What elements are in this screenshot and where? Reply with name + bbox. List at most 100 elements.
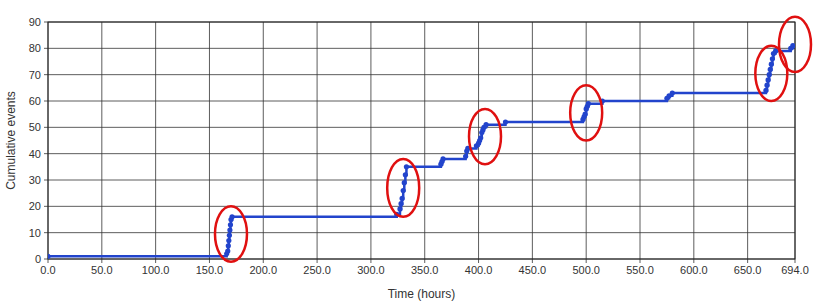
highlight-ellipse (469, 109, 501, 164)
data-point (586, 101, 591, 106)
y-tick (44, 153, 48, 154)
y-tick (44, 74, 48, 75)
data-point (225, 249, 230, 254)
x-grid-line (209, 22, 210, 259)
x-tick (532, 259, 533, 263)
x-tick-label: 100.0 (142, 264, 170, 276)
x-tick-label: 350.0 (411, 264, 439, 276)
x-tick (209, 259, 210, 263)
data-point (583, 112, 588, 117)
highlights (215, 17, 811, 262)
x-grid-line (155, 22, 156, 259)
x-tick-label: 550.0 (626, 264, 654, 276)
x-tick-label: 694.0 (781, 264, 809, 276)
chart: 0.050.0100.0150.0200.0250.0300.0350.0400… (0, 0, 824, 307)
y-tick (44, 232, 48, 233)
y-tick (44, 206, 48, 207)
x-tick (424, 259, 425, 263)
y-grid-line (48, 206, 795, 207)
x-tick (370, 259, 371, 263)
data-point (767, 72, 772, 77)
y-tick (44, 101, 48, 102)
x-tick-label: 600.0 (680, 264, 708, 276)
x-tick (693, 259, 694, 263)
x-grid-line (101, 22, 102, 259)
highlight-ellipse (570, 85, 602, 140)
y-tick-label: 50 (29, 121, 41, 133)
data-point (483, 122, 488, 127)
data-line (48, 46, 793, 257)
x-tick (640, 259, 641, 263)
y-tick (44, 180, 48, 181)
y-tick (44, 127, 48, 128)
y-tick-label: 0 (35, 253, 41, 265)
y-grid-line (48, 232, 795, 233)
y-tick (44, 48, 48, 49)
x-tick-label: 300.0 (357, 264, 385, 276)
data-point (48, 254, 51, 259)
x-grid-line (747, 22, 748, 259)
data-point (769, 62, 774, 67)
highlight-ellipse (755, 46, 787, 101)
x-tick (795, 259, 796, 263)
y-tick-label: 30 (29, 174, 41, 186)
data-point (398, 201, 403, 206)
data-point (790, 43, 795, 48)
y-tick-label: 20 (29, 200, 41, 212)
y-grid-line (48, 101, 795, 102)
data-point (397, 206, 402, 211)
y-grid-line (48, 153, 795, 154)
y-grid-line (48, 74, 795, 75)
data-point (463, 154, 468, 159)
x-tick (478, 259, 479, 263)
data-point (404, 164, 409, 169)
x-tick-label: 50.0 (91, 264, 112, 276)
data-point (440, 156, 445, 161)
x-tick-label: 500.0 (572, 264, 600, 276)
y-grid-line (48, 127, 795, 128)
y-tick (44, 259, 48, 260)
x-axis-label: Time (hours) (388, 287, 456, 301)
y-tick-label: 80 (29, 42, 41, 54)
data-point (765, 77, 770, 82)
highlight-ellipse (387, 159, 419, 217)
x-grid-line (640, 22, 641, 259)
x-tick-label: 0.0 (40, 264, 55, 276)
x-tick-label: 450.0 (519, 264, 547, 276)
data-point (229, 214, 234, 219)
y-axis-label: Cumulative events (4, 91, 18, 190)
data-point (478, 135, 483, 140)
x-tick (586, 259, 587, 263)
x-grid-line (424, 22, 425, 259)
series (48, 43, 795, 259)
data-point (670, 91, 675, 96)
x-tick-label: 250.0 (303, 264, 331, 276)
data-point (768, 67, 773, 72)
data-point (400, 196, 405, 201)
data-point (226, 238, 231, 243)
x-tick (155, 259, 156, 263)
data-point (770, 56, 775, 61)
y-tick-label: 10 (29, 227, 41, 239)
y-grid-line (48, 48, 795, 49)
x-tick-label: 200.0 (250, 264, 278, 276)
x-grid-line (532, 22, 533, 259)
plot-area (48, 22, 795, 259)
data-point (764, 83, 769, 88)
data-point (226, 243, 231, 248)
x-grid-line (693, 22, 694, 259)
grid (44, 22, 795, 263)
y-grid-line (48, 180, 795, 181)
data-point (503, 119, 508, 124)
y-tick-label: 90 (29, 16, 41, 28)
highlight-ellipse (779, 17, 811, 72)
x-tick (101, 259, 102, 263)
highlight-ellipse (215, 206, 247, 261)
data-point (402, 180, 407, 185)
y-tick-label: 60 (29, 95, 41, 107)
data-point (401, 188, 406, 193)
data-point (228, 222, 233, 227)
data-point (763, 88, 768, 93)
y-tick-label: 70 (29, 69, 41, 81)
x-tick (48, 259, 49, 263)
